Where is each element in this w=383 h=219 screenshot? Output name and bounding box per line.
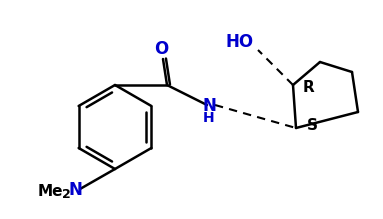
Text: N: N — [68, 181, 82, 199]
Text: 2: 2 — [62, 187, 70, 201]
Text: R: R — [303, 81, 315, 95]
Text: H: H — [203, 111, 215, 125]
Text: N: N — [202, 97, 216, 115]
Text: HO: HO — [226, 33, 254, 51]
Text: O: O — [154, 40, 168, 58]
Text: S: S — [306, 118, 318, 134]
Text: Me: Me — [37, 184, 63, 198]
